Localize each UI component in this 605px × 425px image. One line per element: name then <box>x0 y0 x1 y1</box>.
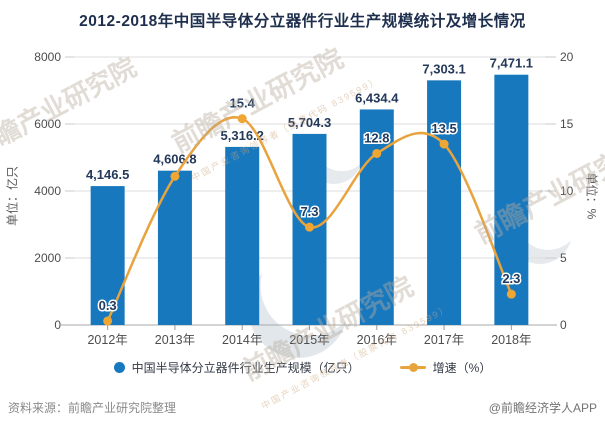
bar-value-label: 4,606.8 <box>153 152 196 167</box>
bar-2013年[interactable] <box>157 170 192 325</box>
line-point-2014年[interactable] <box>237 114 247 124</box>
right-axis-tick-label: 20 <box>560 50 574 64</box>
line-point-2013年[interactable] <box>170 171 180 181</box>
bar-value-label: 5,316.2 <box>221 128 264 143</box>
line-point-2012年[interactable] <box>103 316 113 326</box>
left-axis-tick-label: 2000 <box>34 251 61 265</box>
legend-item-production-scale[interactable]: 中国半导体分立器件行业生产规模（亿只） <box>113 359 360 376</box>
bar-value-label: 6,434.4 <box>355 90 399 105</box>
line-point-2015年[interactable] <box>305 222 314 232</box>
x-axis-label-2017年: 2017年 <box>424 333 464 347</box>
bar-2012年[interactable] <box>90 186 125 325</box>
legend-label: 增速（%） <box>432 361 492 375</box>
line-point-2016年[interactable] <box>372 148 382 158</box>
bar-value-label: 5,704.3 <box>288 115 331 130</box>
x-axis-label-2016年: 2016年 <box>357 333 397 347</box>
line-value-label: 7.3 <box>300 204 318 219</box>
x-axis-label-2013年: 2013年 <box>155 333 195 347</box>
bar-2017年[interactable] <box>427 80 462 325</box>
x-axis-label-2012年: 2012年 <box>87 333 127 347</box>
left-axis-tick-label: 8000 <box>34 50 61 64</box>
line-value-label: 13.5 <box>431 121 456 136</box>
right-axis-tick-label: 15 <box>560 117 574 131</box>
x-axis-label-2014年: 2014年 <box>222 333 262 347</box>
bar-2018年[interactable] <box>494 74 529 326</box>
bar-value-label: 7,303.1 <box>422 61 465 76</box>
legend-label: 中国半导体分立器件行业生产规模（亿只） <box>131 361 360 375</box>
right-axis-tick-label: 0 <box>560 318 567 332</box>
line-value-label: 15.4 <box>230 96 256 111</box>
line-value-label: 0.3 <box>99 298 117 313</box>
bar-value-label: 7,471.1 <box>490 56 533 71</box>
right-axis-tick-label: 5 <box>560 251 567 265</box>
bar-2014年[interactable] <box>225 146 260 325</box>
left-axis-tick-label: 6000 <box>34 117 61 131</box>
line-series-legend-icon <box>399 363 426 372</box>
x-axis-label-2015年: 2015年 <box>289 333 329 347</box>
x-axis-label-2018年: 2018年 <box>491 333 531 347</box>
line-point-2018年[interactable] <box>506 289 516 299</box>
line-value-label: 12.8 <box>364 130 389 145</box>
chart-title: 2012-2018年中国半导体分立器件行业生产规模统计及增长情况 <box>79 13 526 30</box>
bar-value-label: 4,146.5 <box>86 167 129 182</box>
line-point-2017年[interactable] <box>439 139 449 149</box>
data-source-note: 资料来源：前瞻产业研究院整理 <box>8 401 177 415</box>
left-axis-tick-label: 0 <box>54 318 61 332</box>
bar-series-legend-icon <box>113 362 125 373</box>
app-credit: @前瞻经济学人APP <box>488 401 597 415</box>
right-axis-unit-label: 单位：% <box>584 172 599 220</box>
legend-item-growth-rate[interactable]: 增速（%） <box>399 359 492 376</box>
left-axis-tick-label: 4000 <box>34 184 61 198</box>
right-axis-tick-label: 10 <box>560 184 574 198</box>
left-axis-unit-label: 单位：亿只 <box>5 165 20 227</box>
legend: 中国半导体分立器件行业生产规模（亿只） 增速（%） <box>0 359 605 376</box>
line-value-label: 2.3 <box>502 271 520 286</box>
